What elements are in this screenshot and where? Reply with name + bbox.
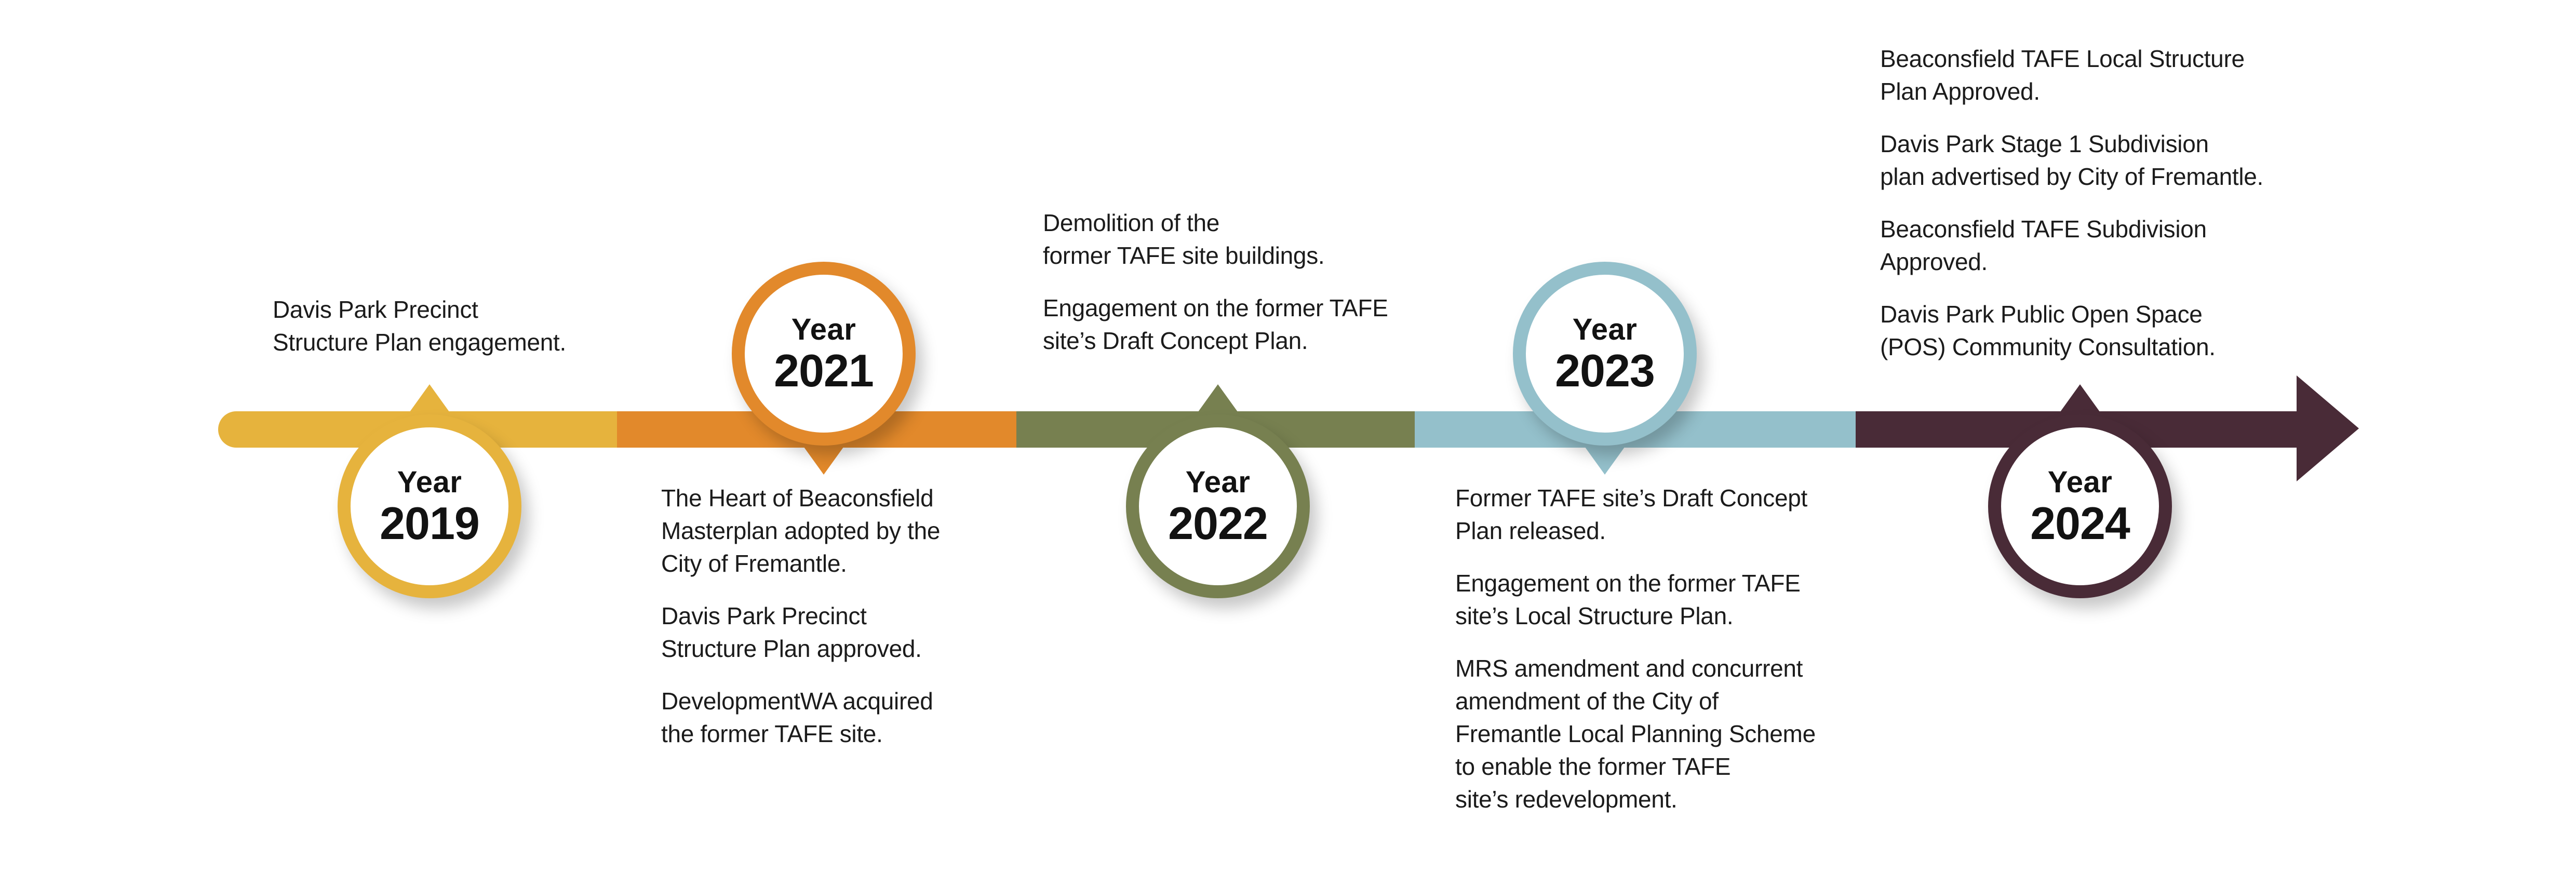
event-description-paragraph: Engagement on the former TAFE site’s Dra… — [1043, 294, 1388, 354]
event-description-paragraph: Davis Park Public Open Space (POS) Commu… — [1880, 301, 2216, 360]
event-description-paragraph: Davis Park Precinct Structure Plan appro… — [661, 602, 922, 662]
event-description-paragraph: Former TAFE site’s Draft Concept Plan re… — [1455, 485, 1808, 544]
year-label: Year — [1185, 465, 1251, 499]
year-number: 2024 — [2030, 497, 2130, 549]
event-description-paragraph: Davis Park Precinct Structure Plan engag… — [273, 296, 566, 356]
year-number: 2019 — [380, 497, 480, 549]
year-node-2019: Year 2019 — [338, 414, 521, 598]
year-number: 2022 — [1168, 497, 1268, 549]
year-label: Year — [1572, 312, 1638, 346]
year-node-2024: Year 2024 — [1988, 414, 2172, 598]
event-description-paragraph: Demolition of the former TAFE site build… — [1043, 209, 1325, 269]
event-description-paragraph: MRS amendment and concurrent amendment o… — [1455, 655, 1816, 813]
year-node-2022: Year 2022 — [1126, 414, 1310, 598]
node-pointer-2024 — [2056, 384, 2104, 418]
event-description-paragraph: Beaconsfield TAFE Subdivision Approved. — [1880, 216, 2207, 275]
timeline-arrowhead-icon — [2297, 375, 2359, 481]
event-description-paragraph: Beaconsfield TAFE Local Structure Plan A… — [1880, 45, 2245, 105]
event-description-paragraph: The Heart of Beaconsfield Masterplan ado… — [661, 485, 941, 577]
year-number: 2021 — [774, 344, 874, 396]
event-description-2023: Former TAFE site’s Draft Concept Plan re… — [1455, 482, 1816, 816]
node-pointer-2021 — [800, 441, 848, 475]
year-label: Year — [2047, 465, 2113, 499]
event-description-2019: Davis Park Precinct Structure Plan engag… — [273, 293, 566, 359]
year-label: Year — [397, 465, 462, 499]
year-node-2023: Year 2023 — [1513, 262, 1697, 446]
event-description-2022: Demolition of the former TAFE site build… — [1043, 207, 1388, 357]
year-number: 2023 — [1555, 344, 1655, 396]
node-pointer-2023 — [1581, 441, 1629, 475]
event-description-2024: Beaconsfield TAFE Local Structure Plan A… — [1880, 43, 2263, 364]
year-node-2021: Year 2021 — [732, 262, 916, 446]
year-label: Year — [791, 312, 856, 346]
node-pointer-2022 — [1194, 384, 1242, 418]
event-description-paragraph: DevelopmentWA acquired the former TAFE s… — [661, 688, 933, 747]
event-description-paragraph: Davis Park Stage 1 Subdivision plan adve… — [1880, 130, 2264, 190]
node-pointer-2019 — [406, 384, 453, 418]
event-description-2021: The Heart of Beaconsfield Masterplan ado… — [661, 482, 941, 750]
event-description-paragraph: Engagement on the former TAFE site’s Loc… — [1455, 570, 1801, 629]
